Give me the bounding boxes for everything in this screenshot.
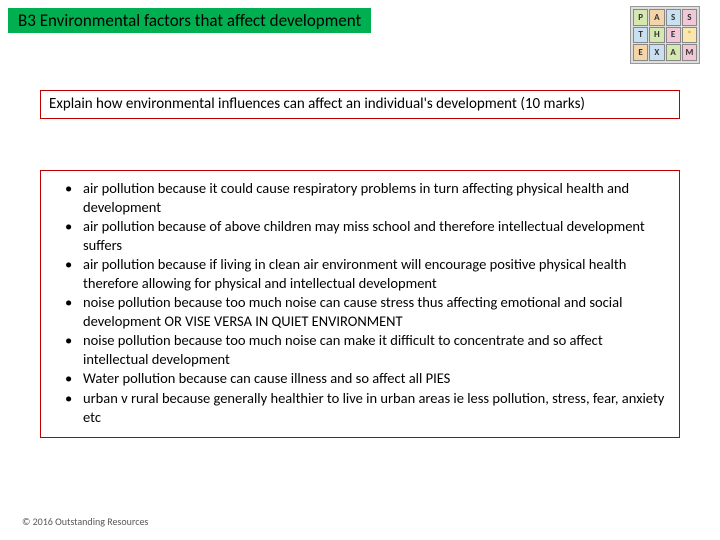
- tile: S: [682, 9, 697, 26]
- tile: S: [666, 9, 681, 26]
- tile: A: [666, 44, 681, 61]
- list-item: air pollution because if living in clean…: [71, 255, 667, 292]
- tile: H: [649, 27, 664, 44]
- question-box: Explain how environmental influences can…: [40, 90, 680, 119]
- tile: A: [649, 9, 664, 26]
- list-item: air pollution because it could cause res…: [71, 179, 667, 216]
- list-item: air pollution because of above children …: [71, 217, 667, 254]
- question-text: Explain how environmental influences can…: [49, 95, 585, 113]
- pass-the-exam-icon: P A S S T H E * E X A M: [630, 6, 700, 64]
- tile: X: [649, 44, 664, 61]
- tile: E: [666, 27, 681, 44]
- header-title: B3 Environmental factors that affect dev…: [18, 10, 361, 31]
- header-banner: B3 Environmental factors that affect dev…: [8, 8, 371, 33]
- footer-copyright: © 2016 Outstanding Resources: [22, 515, 148, 528]
- list-item: urban v rural because generally healthie…: [71, 389, 667, 426]
- list-item: Water pollution because can cause illnes…: [71, 369, 667, 388]
- tile: E: [633, 44, 648, 61]
- tile: T: [633, 27, 648, 44]
- tile: *: [682, 27, 697, 44]
- list-item: noise pollution because too much noise c…: [71, 331, 667, 368]
- bullets-list: air pollution because it could cause res…: [53, 179, 667, 426]
- bullets-box: air pollution because it could cause res…: [40, 170, 680, 438]
- list-item: noise pollution because too much noise c…: [71, 293, 667, 330]
- tile: M: [682, 44, 697, 61]
- tile: P: [633, 9, 648, 26]
